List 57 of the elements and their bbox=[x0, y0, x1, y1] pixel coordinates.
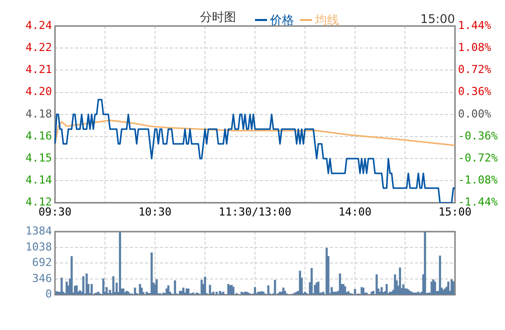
bar bbox=[156, 279, 158, 295]
x-tick-label: 15:00 bbox=[438, 205, 472, 218]
y2-tick-label: -0.36% bbox=[458, 129, 498, 142]
annotation: 15:00 bbox=[420, 12, 455, 26]
bar bbox=[354, 288, 356, 295]
bar bbox=[166, 288, 168, 295]
bar bbox=[140, 288, 143, 295]
bar bbox=[452, 281, 454, 295]
bar bbox=[376, 274, 378, 295]
bar bbox=[118, 232, 122, 295]
y2-tick-label: -1.08% bbox=[458, 174, 498, 187]
bar bbox=[430, 282, 433, 295]
y-tick-label: 4.16 bbox=[26, 129, 52, 142]
bar bbox=[326, 248, 328, 295]
y-tick-label: 1384 bbox=[26, 224, 52, 238]
bar bbox=[386, 284, 388, 295]
bar bbox=[86, 273, 88, 295]
x-tick-label: 09:30 bbox=[38, 205, 72, 218]
legend-label: 均线 bbox=[315, 13, 339, 27]
bar bbox=[232, 286, 234, 295]
x-tick-label: 14:00 bbox=[338, 205, 372, 218]
chart-title: 分时图 bbox=[200, 10, 236, 24]
x-tick-label: 10:30 bbox=[138, 205, 172, 218]
y-tick-label: 4.20 bbox=[26, 85, 52, 98]
y-tick-label: 692 bbox=[32, 256, 52, 270]
y2-tick-label: 1.08% bbox=[458, 40, 492, 54]
y2-tick-label: 1.44% bbox=[458, 18, 492, 32]
bar bbox=[274, 280, 276, 295]
bar bbox=[204, 276, 206, 295]
legend-label: 价格 bbox=[270, 13, 294, 27]
y-tick-label: 346 bbox=[32, 272, 52, 285]
y-tick-label: 4.14 bbox=[26, 174, 52, 187]
y2-tick-label: 0.72% bbox=[458, 63, 492, 76]
bar bbox=[82, 276, 84, 295]
y2-tick-label: 0.00% bbox=[458, 107, 492, 120]
bar bbox=[112, 276, 114, 295]
x-tick-label: 11:30/13:00 bbox=[218, 205, 292, 218]
bar bbox=[424, 232, 426, 295]
y-tick-label: 4.21 bbox=[26, 63, 52, 76]
y-tick-label: 4.24 bbox=[26, 18, 52, 32]
bar bbox=[90, 284, 93, 295]
bar bbox=[200, 280, 203, 295]
y-tick-label: 4.15 bbox=[26, 151, 52, 164]
bar bbox=[450, 279, 453, 295]
y2-tick-label: 0.36% bbox=[458, 85, 492, 98]
bar bbox=[216, 292, 218, 295]
bar bbox=[66, 282, 68, 295]
bar bbox=[60, 278, 63, 295]
y-tick-label: 1038 bbox=[26, 240, 52, 254]
y-tick-label: 4.22 bbox=[26, 40, 52, 54]
y-tick-label: 4.18 bbox=[26, 107, 52, 120]
bar bbox=[150, 252, 153, 295]
bar bbox=[380, 287, 383, 295]
y2-tick-label: -0.72% bbox=[458, 151, 498, 164]
y-tick-label: 0 bbox=[45, 288, 52, 301]
bar bbox=[310, 268, 313, 295]
bar bbox=[70, 256, 73, 295]
